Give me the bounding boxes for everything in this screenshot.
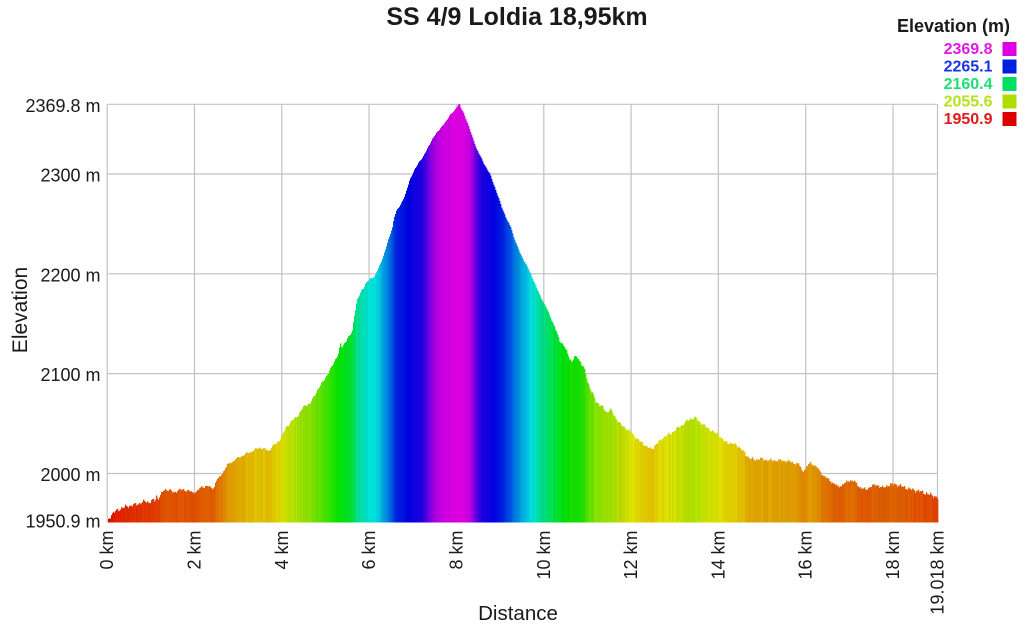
svg-text:Elevation: Elevation xyxy=(9,267,32,353)
svg-text:2369.8 m: 2369.8 m xyxy=(25,96,100,116)
svg-text:2 km: 2 km xyxy=(185,531,205,570)
svg-text:2265.1: 2265.1 xyxy=(944,59,993,76)
svg-text:8 km: 8 km xyxy=(446,531,466,570)
svg-text:10 km: 10 km xyxy=(534,531,554,580)
svg-text:16 km: 16 km xyxy=(796,531,816,580)
svg-text:12 km: 12 km xyxy=(621,531,641,580)
svg-text:2300 m: 2300 m xyxy=(40,166,100,186)
svg-text:18 km: 18 km xyxy=(883,531,903,580)
svg-text:Distance: Distance xyxy=(478,602,558,625)
svg-text:1950.9 m: 1950.9 m xyxy=(25,512,100,532)
svg-text:0 km: 0 km xyxy=(97,531,117,570)
svg-text:2200 m: 2200 m xyxy=(40,265,100,285)
svg-text:14 km: 14 km xyxy=(708,531,728,580)
svg-text:2055.6: 2055.6 xyxy=(944,94,993,111)
svg-text:2160.4: 2160.4 xyxy=(944,76,993,93)
svg-text:6 km: 6 km xyxy=(359,531,379,570)
svg-text:SS 4/9 Loldia 18,95km: SS 4/9 Loldia 18,95km xyxy=(386,3,647,31)
svg-text:2369.8: 2369.8 xyxy=(944,41,993,58)
svg-text:2100 m: 2100 m xyxy=(40,365,100,385)
svg-text:2000 m: 2000 m xyxy=(40,465,100,485)
svg-text:Elevation (m): Elevation (m) xyxy=(897,16,1010,36)
svg-text:19.018 km: 19.018 km xyxy=(928,531,948,615)
svg-text:1950.9: 1950.9 xyxy=(944,111,993,128)
svg-text:4 km: 4 km xyxy=(272,531,292,570)
